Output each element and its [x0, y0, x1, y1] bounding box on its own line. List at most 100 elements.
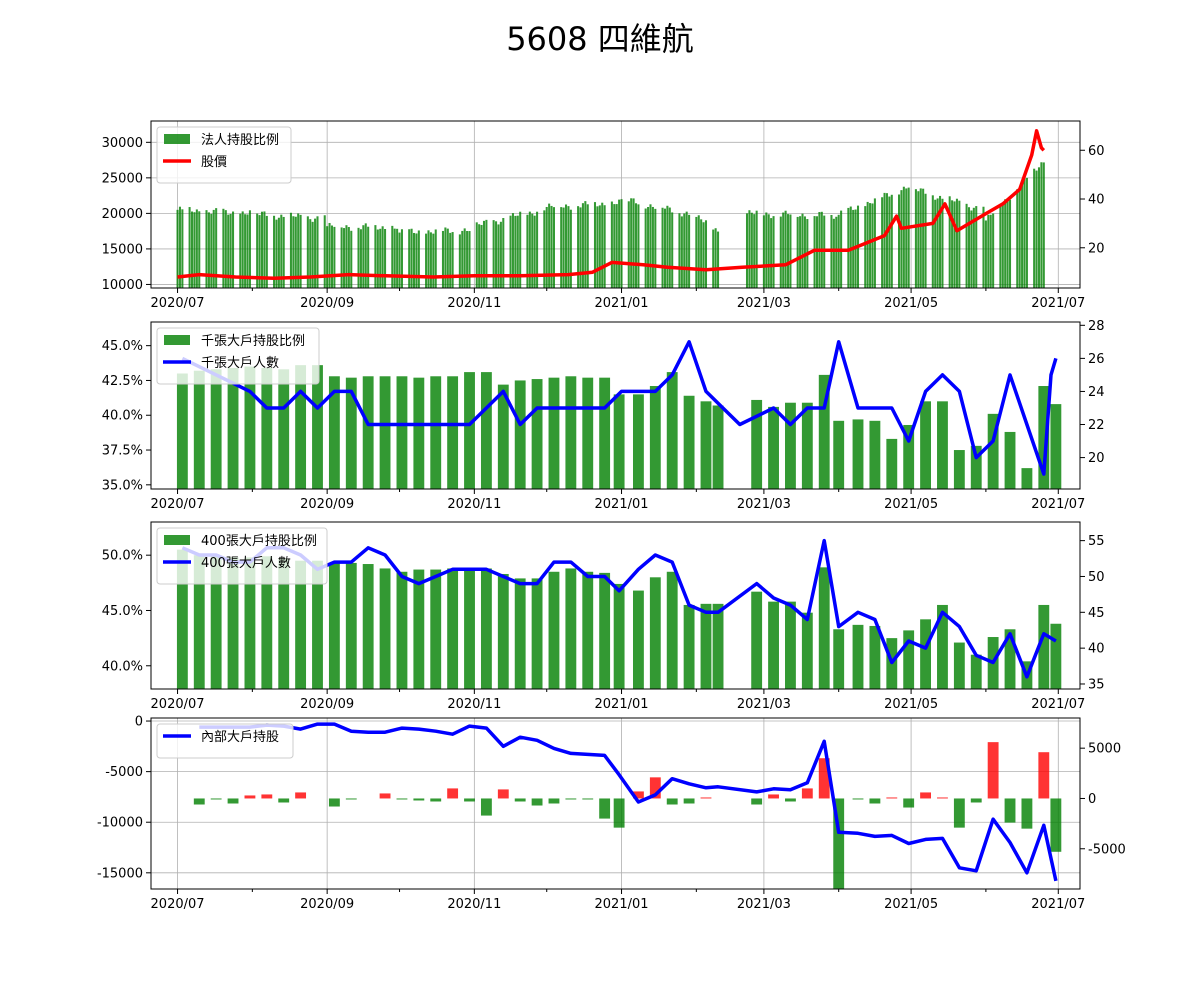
bar	[989, 214, 992, 288]
bar	[410, 228, 413, 288]
bar	[514, 380, 526, 489]
bar	[391, 225, 394, 288]
bar	[598, 205, 601, 288]
y-tick-label: 20000	[102, 207, 143, 222]
chart-panel-2: 2020/07 2020/09 2020/11 2021/01 2021/03 2021/…	[102, 319, 1105, 512]
bar	[649, 777, 661, 799]
bar	[970, 210, 973, 288]
bar	[475, 222, 478, 288]
bar	[666, 571, 678, 689]
bar	[1004, 629, 1016, 689]
bar	[582, 798, 594, 800]
y-tick-label: 20	[1088, 241, 1105, 256]
bar	[852, 624, 864, 689]
bar	[801, 612, 813, 689]
x-tick-label: 2020/09	[300, 497, 354, 512]
bar	[1033, 168, 1036, 288]
bar	[509, 215, 512, 288]
bar	[299, 214, 302, 288]
bar	[430, 376, 442, 489]
bar	[920, 792, 931, 799]
bar	[785, 601, 796, 689]
bar	[695, 216, 698, 288]
bar	[193, 555, 205, 689]
bar	[444, 227, 447, 288]
x-tick-label: 2021/01	[595, 697, 649, 712]
bar	[449, 232, 452, 288]
bar	[384, 228, 387, 288]
bar	[381, 226, 384, 288]
bar	[937, 401, 948, 489]
bar	[526, 214, 529, 288]
bar	[362, 564, 374, 689]
bar	[1025, 177, 1028, 288]
bar	[632, 791, 644, 799]
bar	[700, 219, 703, 288]
plot-area	[176, 538, 1062, 689]
bar	[663, 208, 666, 288]
bar	[683, 798, 695, 804]
bar	[1037, 167, 1041, 288]
bar	[864, 206, 867, 288]
y-tick-label: 60	[1088, 144, 1105, 159]
y-tick-label: 30000	[102, 136, 143, 151]
bar	[295, 560, 307, 689]
bar	[953, 642, 965, 689]
bar	[531, 798, 543, 806]
legend-label: 千張大戶人數	[201, 356, 279, 371]
bar	[543, 210, 546, 288]
x-tick-label: 2020/11	[447, 697, 501, 712]
bar	[458, 234, 461, 288]
bar	[248, 210, 251, 288]
x-tick-label: 2020/07	[151, 296, 205, 311]
bar	[531, 379, 543, 489]
bar	[787, 214, 790, 288]
bar	[210, 213, 213, 288]
bar	[502, 218, 505, 288]
line-series	[181, 340, 1058, 476]
bar	[514, 578, 526, 689]
bar	[951, 200, 954, 288]
bar	[680, 216, 683, 288]
bar	[569, 209, 572, 288]
plot-area	[193, 722, 1062, 889]
bar	[396, 228, 399, 288]
bar	[599, 377, 611, 489]
legend-label: 400張大戶持股比例	[201, 534, 317, 549]
bar-series	[176, 365, 1062, 489]
bar	[227, 214, 230, 288]
bar	[343, 228, 346, 288]
bar	[818, 374, 830, 489]
bar	[654, 208, 657, 288]
bar	[869, 420, 881, 489]
bar	[282, 216, 285, 288]
bar	[309, 219, 312, 288]
bar	[447, 376, 459, 489]
bar	[903, 630, 915, 689]
bar	[552, 207, 555, 288]
bar	[292, 216, 295, 288]
bar	[181, 209, 184, 288]
bar	[466, 230, 469, 288]
bar	[599, 798, 611, 819]
right-axis: -5000 0 5000	[1080, 742, 1126, 857]
bar	[326, 226, 329, 288]
bar	[666, 205, 669, 288]
right-axis: 20 22 24 26 28	[1080, 319, 1105, 466]
x-tick-label: 2020/09	[300, 296, 354, 311]
x-tick-label: 2020/11	[447, 296, 501, 311]
y-tick-label: 0	[135, 715, 143, 730]
left-axis: 35.0% 37.5% 40.0% 42.5% 45.0%	[102, 339, 151, 493]
plot-area	[176, 340, 1062, 489]
bar	[176, 209, 179, 288]
bar	[903, 424, 915, 489]
bar	[934, 199, 937, 288]
legend-label: 內部大戶持股	[201, 730, 279, 745]
bar	[1006, 198, 1009, 288]
bar	[297, 213, 300, 288]
bar	[1004, 199, 1007, 288]
bar	[745, 213, 749, 288]
bar	[1016, 189, 1019, 288]
bar	[417, 230, 420, 288]
bar	[1023, 177, 1026, 288]
